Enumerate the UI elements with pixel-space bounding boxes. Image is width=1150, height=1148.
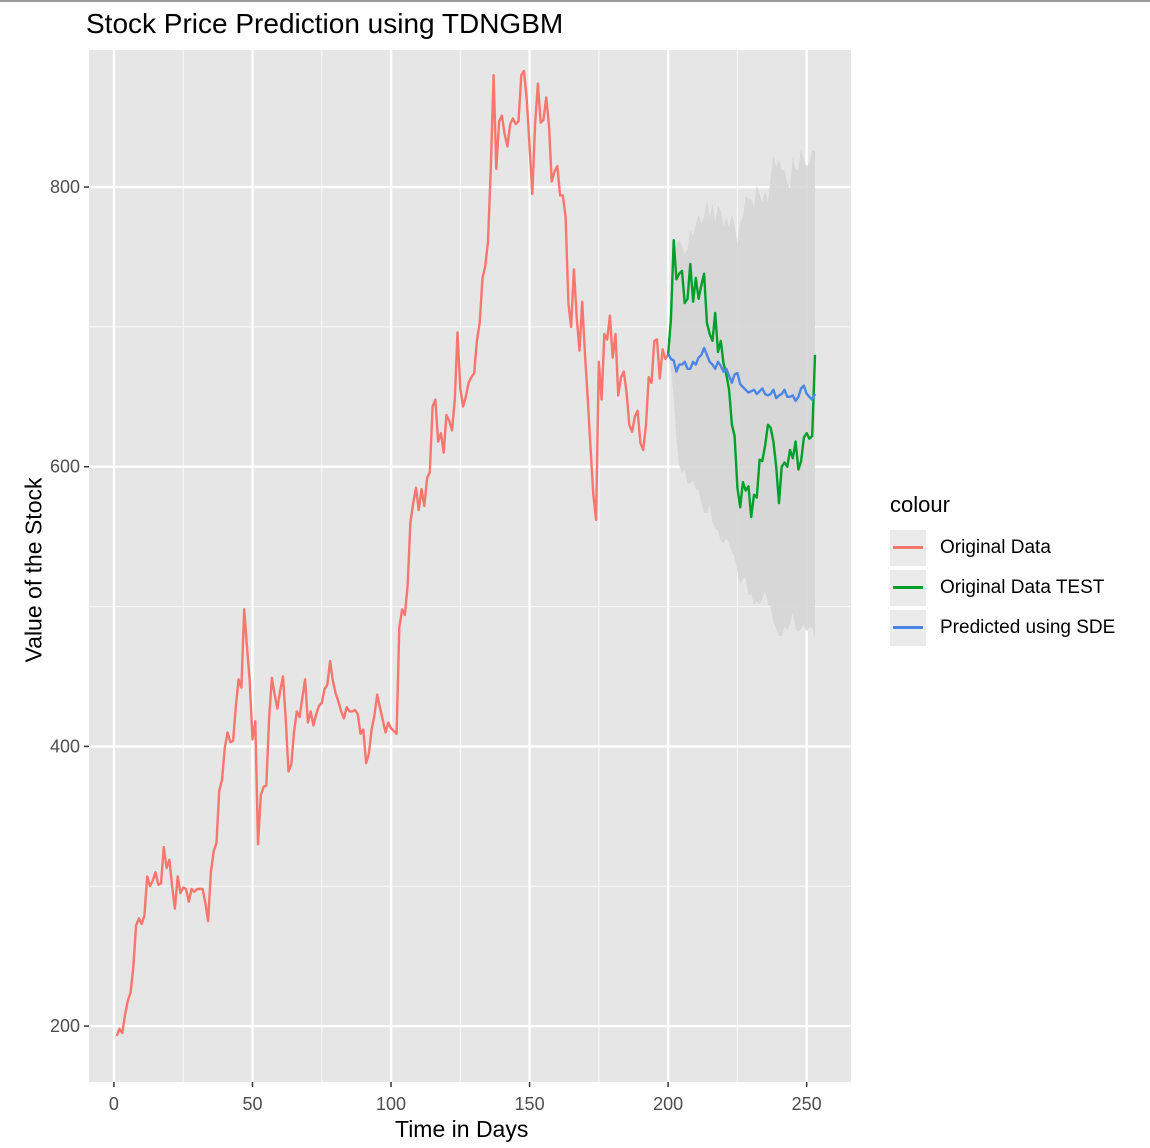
legend-title: colour (890, 492, 950, 517)
legend-item-original-data-test: Original Data TEST (890, 568, 1115, 608)
series-line-original-data (115, 69, 670, 1037)
axes: 0 50 100 150 200 250 200 400 600 800 (50, 177, 822, 1114)
legend: colour Original Data Original Data TEST … (890, 492, 1115, 648)
legend-key-predicted-using-sde (890, 610, 926, 646)
x-tick-label: 250 (792, 1094, 822, 1114)
y-tick-label: 600 (50, 457, 80, 477)
prediction-ribbon (668, 149, 815, 638)
x-axis-label: Time in Days (395, 1116, 529, 1142)
legend-key-original-data (890, 530, 926, 566)
legend-label-predicted-using-sde: Predicted using SDE (940, 617, 1116, 638)
legend-key-original-data-test (890, 570, 926, 606)
plot-panel (89, 50, 851, 1082)
y-tick-label: 200 (50, 1016, 80, 1036)
x-tick-label: 150 (515, 1094, 545, 1114)
x-tick-label: 200 (653, 1094, 683, 1114)
top-border (0, 0, 1150, 2)
series-line-original-data-test (666, 238, 817, 519)
legend-label-original-data-test: Original Data TEST (940, 577, 1105, 598)
y-tick-label: 800 (50, 177, 80, 197)
legend-swatch-original-data-test (893, 586, 923, 589)
y-axis-label: Value of the Stock (20, 477, 47, 663)
legend-label-original-data: Original Data (940, 537, 1051, 558)
x-tick-label: 100 (376, 1094, 406, 1114)
legend-swatch-original-data (893, 546, 923, 549)
series-lines (115, 69, 817, 1037)
x-tick-label: 0 (109, 1094, 119, 1114)
series-line-predicted-using-sde (667, 346, 817, 403)
legend-swatch-predicted-using-sde (893, 626, 923, 629)
x-tick-label: 50 (242, 1094, 262, 1114)
chart-title: Stock Price Prediction using TDNGBM (86, 8, 564, 39)
y-tick-label: 400 (50, 736, 80, 756)
legend-item-original-data: Original Data (890, 528, 1115, 568)
legend-item-predicted-using-sde: Predicted using SDE (890, 608, 1115, 648)
prediction-band (668, 149, 815, 638)
